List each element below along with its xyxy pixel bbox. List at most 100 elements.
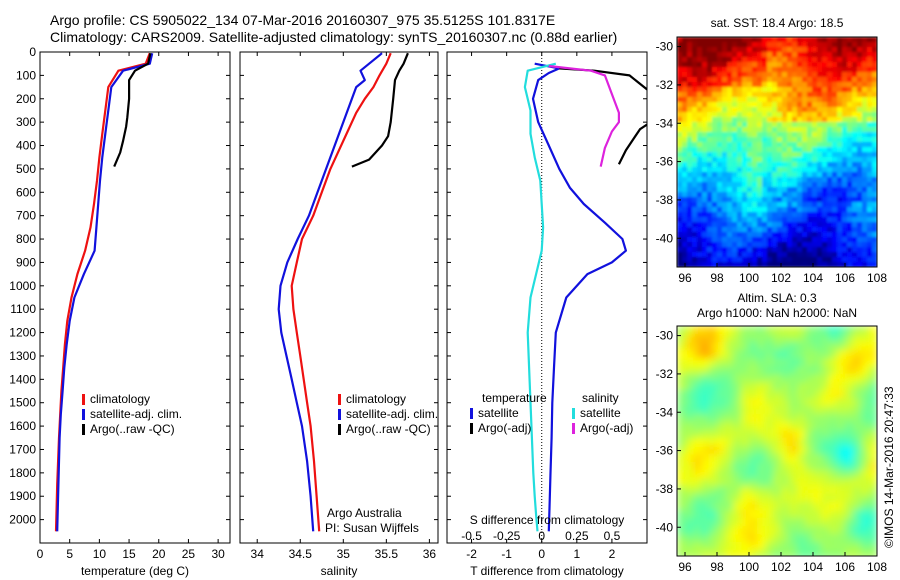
temperature-xtick-label: 30 xyxy=(211,547,225,561)
sst-cell xyxy=(717,102,723,108)
sst-cell xyxy=(707,87,713,93)
sst-cell xyxy=(737,137,743,143)
sst-cell xyxy=(812,207,818,213)
sst-cell xyxy=(682,162,688,168)
sst-cell xyxy=(787,177,793,183)
sla-cell xyxy=(733,326,742,335)
sla-cell xyxy=(797,526,806,535)
sla-cell xyxy=(845,350,854,359)
sst-cell xyxy=(792,202,798,208)
sla-cell xyxy=(829,470,838,479)
sla-cell xyxy=(805,342,814,351)
legend-group-title: salinity xyxy=(582,391,619,405)
sst-cell xyxy=(807,262,813,267)
sst-cell xyxy=(687,152,693,158)
sst-cell xyxy=(752,202,758,208)
sst-cell xyxy=(747,252,753,258)
sla-cell xyxy=(821,382,830,391)
sst-cell xyxy=(842,82,848,88)
sst-cell xyxy=(772,127,778,133)
latitude-tick-label: -36 xyxy=(656,444,674,458)
sla-cell xyxy=(741,518,750,527)
sst-cell xyxy=(822,62,828,68)
sla-cell xyxy=(813,510,822,519)
sst-cell xyxy=(747,247,753,253)
sst-cell xyxy=(832,77,838,83)
sla-cell xyxy=(781,382,790,391)
sst-cell xyxy=(692,192,698,198)
sst-cell xyxy=(742,207,748,213)
sst-cell xyxy=(757,207,763,213)
sla-cell xyxy=(789,430,798,439)
sla-cell xyxy=(685,478,694,487)
sla-cell xyxy=(789,406,798,415)
sst-cell xyxy=(867,97,873,103)
sst-cell xyxy=(842,132,848,138)
sst-cell xyxy=(707,232,713,238)
sst-cell xyxy=(692,147,698,153)
sla-cell xyxy=(821,422,830,431)
sla-cell xyxy=(725,542,734,551)
sst-cell xyxy=(727,42,733,48)
sst-cell xyxy=(717,212,723,218)
sla-cell xyxy=(717,446,726,455)
sla-cell xyxy=(773,526,782,535)
sla-cell xyxy=(741,382,750,391)
sla-cell xyxy=(861,454,870,463)
sla-cell xyxy=(853,534,862,543)
sst-cell xyxy=(677,77,683,83)
sla-cell xyxy=(853,526,862,535)
sst-cell xyxy=(742,132,748,138)
sst-cell xyxy=(767,152,773,158)
sla-cell xyxy=(757,438,766,447)
sla-cell xyxy=(781,334,790,343)
sst-cell xyxy=(722,257,728,263)
sst-cell xyxy=(837,122,843,128)
sst-cell xyxy=(692,97,698,103)
sla-cell xyxy=(709,374,718,383)
sst-cell xyxy=(842,112,848,118)
sst-cell xyxy=(707,72,713,78)
sst-cell xyxy=(812,137,818,143)
sst-cell xyxy=(792,177,798,183)
sla-cell xyxy=(805,462,814,471)
sst-cell xyxy=(682,52,688,58)
sla-cell xyxy=(805,382,814,391)
sst-cell xyxy=(832,222,838,228)
sst-cell xyxy=(722,72,728,78)
sst-cell xyxy=(807,117,813,123)
sst-cell xyxy=(802,252,808,258)
sst-cell xyxy=(737,67,743,73)
sst-cell xyxy=(827,147,833,153)
sst-cell xyxy=(702,157,708,163)
sst-cell xyxy=(717,202,723,208)
sst-cell xyxy=(802,137,808,143)
sst-cell xyxy=(747,192,753,198)
sst-cell xyxy=(707,132,713,138)
sla-cell xyxy=(701,550,710,556)
sst-cell xyxy=(772,37,778,43)
sla-cell xyxy=(821,454,830,463)
sla-cell xyxy=(789,446,798,455)
sla-cell xyxy=(773,390,782,399)
sst-cell xyxy=(812,192,818,198)
sla-cell xyxy=(709,454,718,463)
sst-cell xyxy=(682,92,688,98)
sla-cell xyxy=(765,542,774,551)
sla-cell xyxy=(853,454,862,463)
sst-cell xyxy=(747,42,753,48)
sst-cell xyxy=(722,262,728,267)
sst-cell xyxy=(837,197,843,203)
sst-cell xyxy=(772,262,778,267)
sst-cell xyxy=(782,257,788,263)
sst-cell xyxy=(792,137,798,143)
sst-cell xyxy=(767,232,773,238)
sla-cell xyxy=(749,510,758,519)
sst-cell xyxy=(772,252,778,258)
sst-cell xyxy=(677,147,683,153)
sla-cell xyxy=(805,414,814,423)
sst-cell xyxy=(792,182,798,188)
sst-cell xyxy=(707,117,713,123)
sst-cell xyxy=(872,42,877,48)
sst-cell xyxy=(772,92,778,98)
